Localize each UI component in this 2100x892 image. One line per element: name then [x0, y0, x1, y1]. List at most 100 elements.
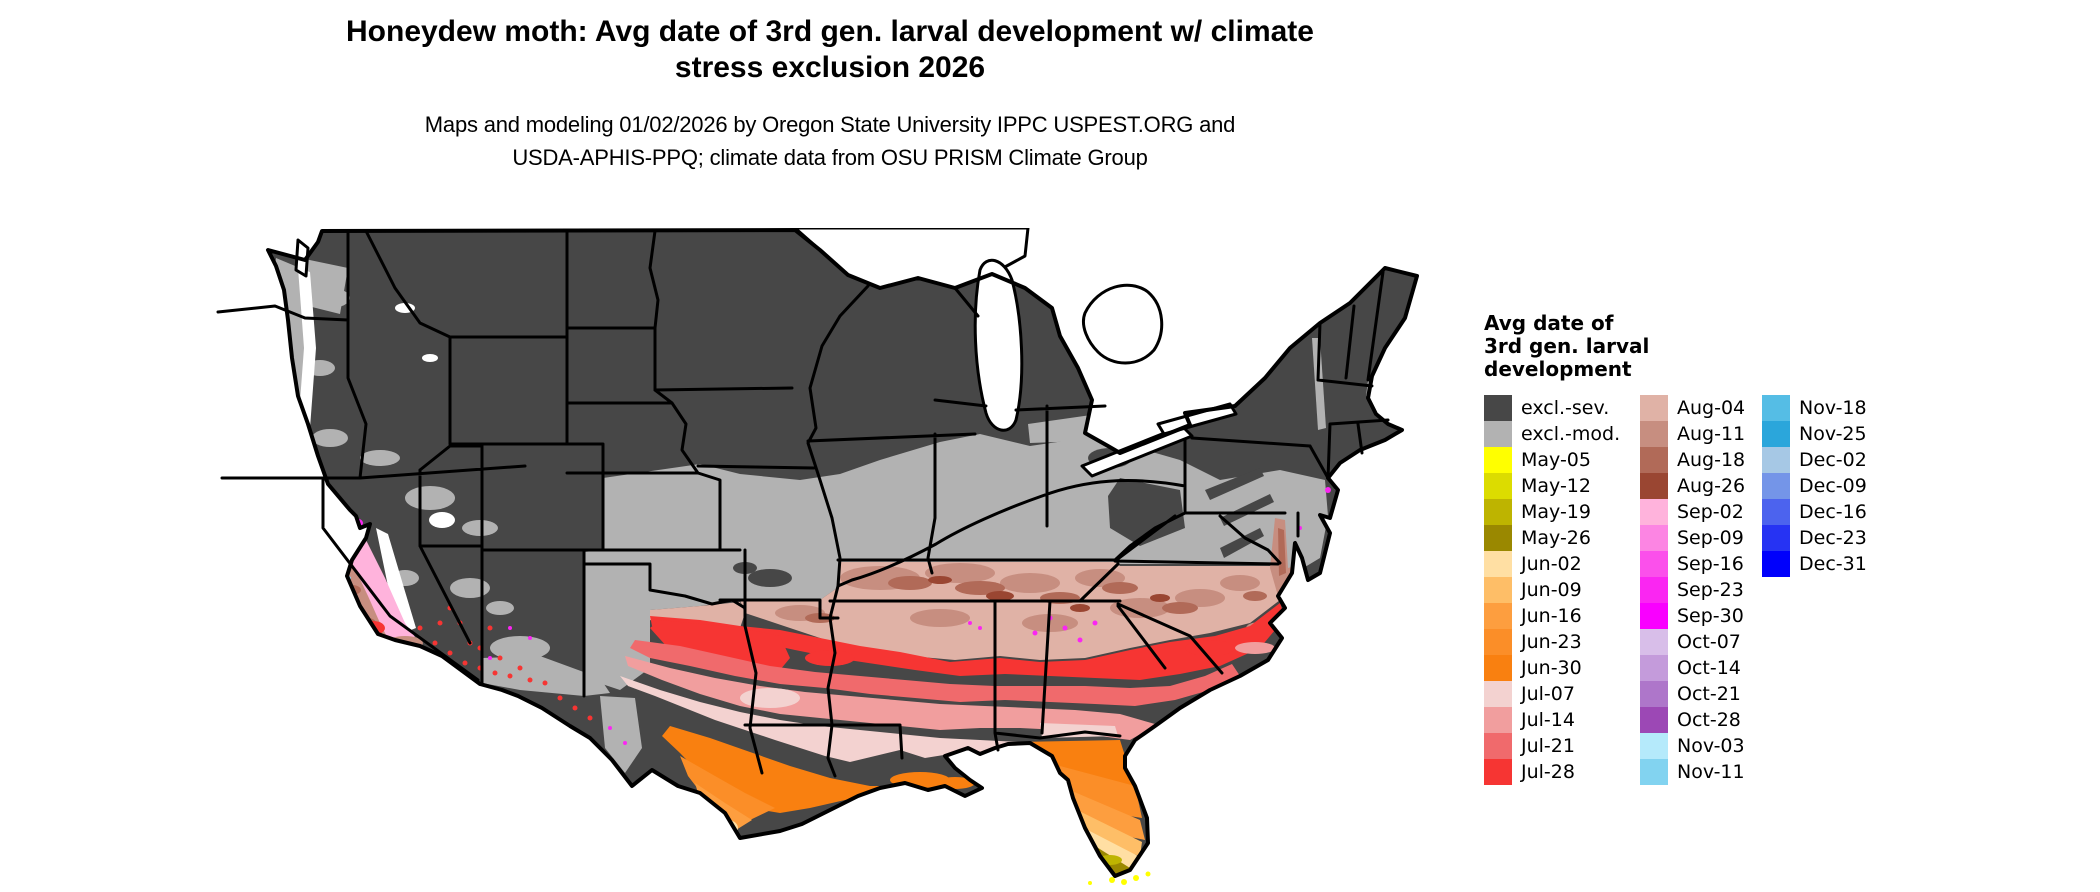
map-gray-patch	[405, 486, 455, 510]
map-gray-patch	[486, 601, 514, 615]
legend-label: Oct-28	[1677, 709, 1741, 731]
map-aug18-patch	[1162, 602, 1198, 614]
legend-swatch	[1484, 655, 1512, 681]
legend-entry: Sep-16	[1640, 551, 1745, 577]
legend-label: Oct-07	[1677, 631, 1741, 653]
map-magenta-speckles	[488, 487, 1331, 745]
legend-swatch	[1640, 681, 1668, 707]
map-aug11-patch	[1175, 589, 1225, 607]
legend-label: Dec-31	[1799, 553, 1867, 575]
legend-label: Dec-16	[1799, 501, 1867, 523]
legend-entry: Dec-16	[1762, 499, 1867, 525]
legend-label: Jun-09	[1521, 579, 1582, 601]
legend-label: Sep-02	[1677, 501, 1744, 523]
legend-entry: Sep-30	[1640, 603, 1745, 629]
map-legend: Avg date of 3rd gen. larval development …	[1484, 312, 1944, 785]
legend-column-3: Nov-18 Nov-25 Dec-02 Dec-09 Dec-16 Dec-23 Dec-…	[1762, 395, 1867, 577]
legend-entry: Jul-07	[1484, 681, 1620, 707]
legend-entry: Dec-02	[1762, 447, 1867, 473]
map-gray-long-island	[1332, 468, 1378, 490]
map-dark-ridge	[1220, 494, 1274, 526]
legend-entry: Oct-07	[1640, 629, 1745, 655]
legend-label: May-05	[1521, 449, 1591, 471]
lake-huron	[1082, 283, 1164, 365]
map-gray-patch	[450, 578, 490, 598]
legend-label: Nov-11	[1677, 761, 1745, 783]
map-jul28-texas-blob	[650, 620, 790, 676]
legend-entry: excl.-mod.	[1484, 421, 1620, 447]
legend-entry: Nov-18	[1762, 395, 1867, 421]
legend-label: Jul-07	[1521, 683, 1575, 705]
map-ca-magenta	[288, 492, 312, 504]
legend-swatch	[1484, 551, 1512, 577]
legend-entry: Jul-21	[1484, 733, 1620, 759]
map-aug11-patch	[1075, 569, 1125, 587]
legend-swatch	[1484, 629, 1512, 655]
legend-entry: Jun-23	[1484, 629, 1620, 655]
legend-swatch	[1484, 681, 1512, 707]
legend-label: Jun-02	[1521, 553, 1582, 575]
legend-entry: May-19	[1484, 499, 1620, 525]
legend-swatch	[1484, 395, 1512, 421]
legend-swatch	[1484, 707, 1512, 733]
legend-swatch	[1484, 499, 1512, 525]
legend-title-line-2: 3rd gen. larval	[1484, 334, 1650, 358]
map-band-jun09-florida	[1073, 808, 1142, 856]
legend-entry: Nov-03	[1640, 733, 1745, 759]
legend-swatch	[1640, 499, 1668, 525]
legend-entry: May-05	[1484, 447, 1620, 473]
legend-label: Oct-14	[1677, 657, 1741, 679]
map-dark-patch	[748, 569, 792, 587]
legend-entry: Sep-09	[1640, 525, 1745, 551]
legend-entry: Jun-16	[1484, 603, 1620, 629]
state-borders	[216, 229, 1390, 778]
conus-outline	[266, 228, 1419, 878]
map-gray-az-nm-south	[482, 656, 610, 696]
legend-swatch	[1640, 525, 1668, 551]
map-dark-west-virginia	[1108, 478, 1185, 546]
map-ca-magenta	[415, 662, 435, 670]
map-band-jun16-texas	[695, 783, 752, 830]
legend-label: Sep-09	[1677, 527, 1744, 549]
legend-entry: Aug-26	[1640, 473, 1745, 499]
legend-swatch	[1484, 577, 1512, 603]
legend-entry: Dec-23	[1762, 525, 1867, 551]
legend-entry: Jun-02	[1484, 551, 1620, 577]
map-aug26-patch	[986, 591, 1014, 601]
legend-swatch	[1484, 421, 1512, 447]
map-ca-cyan	[406, 658, 414, 662]
map-cv-red	[326, 555, 334, 561]
legend-label: Jul-28	[1521, 761, 1575, 783]
subtitle-line-1: Maps and modeling 01/02/2026 by Oregon S…	[424, 112, 1236, 137]
page-title: Honeydew moth: Avg date of 3rd gen. larv…	[0, 14, 1660, 86]
legend-swatch	[1640, 733, 1668, 759]
legend-swatch	[1640, 421, 1668, 447]
legend-entry: excl.-sev.	[1484, 395, 1620, 421]
legend-label: excl.-sev.	[1521, 397, 1610, 419]
map-jun02-florida	[1080, 826, 1138, 868]
legend-label: Jul-21	[1521, 735, 1575, 757]
map-band-jul07	[620, 676, 1050, 762]
map-gray-patch	[310, 288, 350, 308]
legend-swatch	[1762, 551, 1790, 577]
legend-label: Sep-23	[1677, 579, 1744, 601]
map-gray-patch	[312, 429, 348, 447]
legend-entry: Aug-04	[1640, 395, 1745, 421]
florida-keys-dots	[1088, 871, 1151, 885]
map-white-great-salt-lake	[429, 512, 455, 528]
map-aug11-patch	[1220, 575, 1260, 591]
map-gray-hudson-valley	[1312, 338, 1326, 430]
legend-swatch	[1762, 473, 1790, 499]
legend-label: Dec-02	[1799, 449, 1867, 471]
legend-swatch	[1640, 395, 1668, 421]
legend-label: Nov-18	[1799, 397, 1867, 419]
legend-swatch	[1484, 473, 1512, 499]
legend-entry: Oct-14	[1640, 655, 1745, 681]
legend-entry: Jun-09	[1484, 577, 1620, 603]
map-dark-ridge	[1205, 468, 1264, 500]
map-jul07-patch	[740, 688, 800, 708]
map-jul28-patch	[1185, 640, 1235, 656]
legend-label: Nov-03	[1677, 735, 1745, 757]
legend-title-line-3: development	[1484, 357, 1632, 381]
